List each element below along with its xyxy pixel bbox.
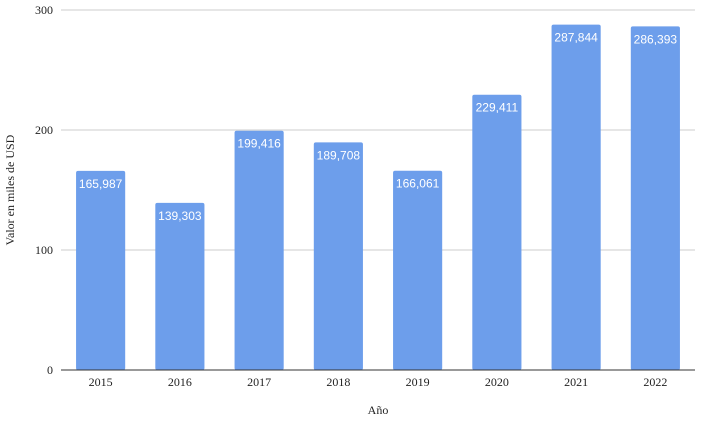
x-tick-label: 2016 <box>168 375 192 389</box>
data-label: 199,416 <box>237 137 281 151</box>
data-label: 139,303 <box>158 209 202 223</box>
bar-2015 <box>76 170 126 370</box>
y-tick-label: 200 <box>35 123 53 137</box>
data-label: 189,708 <box>317 148 361 162</box>
data-label: 287,844 <box>554 31 598 45</box>
bar-2016 <box>155 202 205 370</box>
y-axis-label: Valor en miles de USD <box>3 134 17 245</box>
x-tick-label: 2019 <box>406 375 430 389</box>
y-tick-label: 0 <box>47 363 53 377</box>
x-tick-label: 2015 <box>89 375 113 389</box>
bar-2017 <box>234 130 284 370</box>
data-label: 166,061 <box>396 177 440 191</box>
x-tick-label: 2021 <box>564 375 588 389</box>
data-label: 165,987 <box>79 177 123 191</box>
x-axis-label: Año <box>368 403 389 417</box>
bars <box>76 24 680 371</box>
x-tick-label: 2017 <box>247 375 271 389</box>
data-label: 229,411 <box>476 101 519 115</box>
bar-2019 <box>393 170 443 370</box>
bar-2020 <box>472 94 522 371</box>
x-tick-label: 2018 <box>326 375 350 389</box>
x-tick-label: 2020 <box>485 375 509 389</box>
data-labels: 165,987 139,303 199,416 189,708 166,061 229,4… <box>79 31 677 223</box>
y-tick-label: 100 <box>35 243 53 257</box>
bar-2022 <box>630 26 680 370</box>
data-label: 286,393 <box>634 32 678 46</box>
x-tick-labels: 2015 2016 2017 2018 2019 2020 2021 2022 <box>89 375 668 389</box>
x-tick-label: 2022 <box>643 375 667 389</box>
y-tick-labels: 0 100 200 300 <box>35 3 53 377</box>
y-tick-label: 300 <box>35 3 53 17</box>
bar-2018 <box>313 142 363 370</box>
bar-2021 <box>551 24 601 371</box>
